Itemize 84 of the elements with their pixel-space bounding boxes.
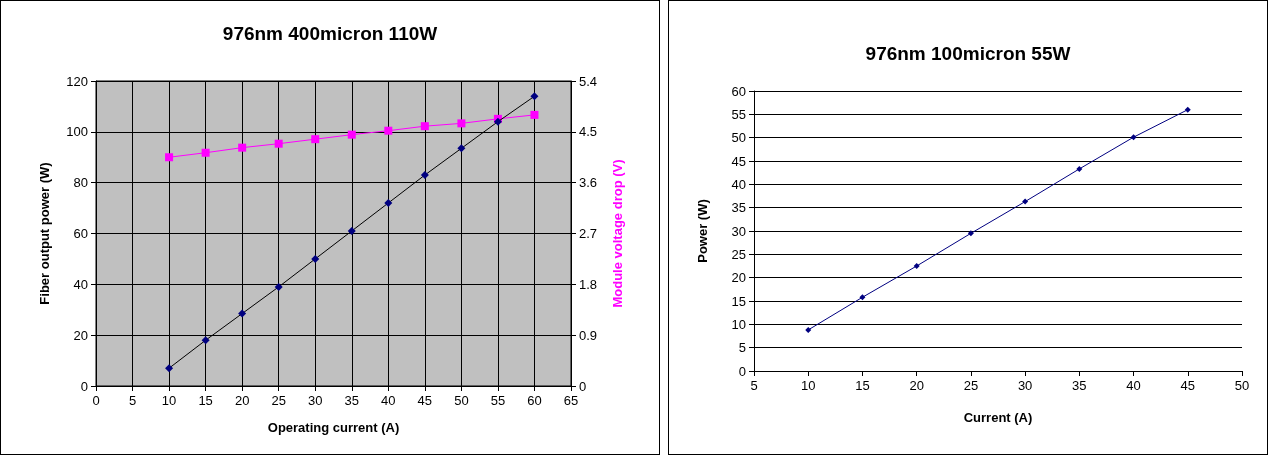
point bbox=[859, 294, 866, 301]
y2-axis-title: Module voltage drop (V) bbox=[610, 159, 625, 308]
y-tick-label: 60 bbox=[73, 226, 88, 241]
y-tick-label: 55 bbox=[731, 106, 746, 122]
x-tick-label: 10 bbox=[800, 378, 816, 393]
y2-tick-label: 1.8 bbox=[579, 276, 598, 292]
y-axis-title: Fiber output power (W) bbox=[37, 162, 52, 305]
x-tick-label: 5 bbox=[128, 393, 137, 408]
x-tick-label: 15 bbox=[198, 393, 213, 408]
point bbox=[311, 254, 320, 263]
x-tick-label: 55 bbox=[490, 393, 506, 408]
y-tick-label: 20 bbox=[73, 327, 88, 343]
point bbox=[457, 144, 466, 153]
x-tick-label: 20 bbox=[909, 378, 924, 393]
x-tick-label: 15 bbox=[855, 378, 870, 393]
point bbox=[347, 130, 356, 139]
point bbox=[165, 153, 174, 162]
point bbox=[274, 282, 283, 291]
x-tick-label: 5 bbox=[750, 378, 758, 393]
y-tick-label: 40 bbox=[73, 276, 88, 292]
x-tick-label: 10 bbox=[161, 393, 177, 408]
y2-tick-label: 5.4 bbox=[579, 73, 598, 89]
point bbox=[274, 139, 283, 148]
point bbox=[238, 309, 247, 318]
y-tick-label: 5 bbox=[738, 340, 746, 356]
y-tick-label: 80 bbox=[73, 175, 88, 191]
y-tick-label: 35 bbox=[731, 200, 746, 216]
y-tick-label: 45 bbox=[731, 153, 746, 169]
x-tick-label: 0 bbox=[92, 393, 100, 408]
y2-tick-label: 2.7 bbox=[579, 226, 598, 241]
y-axis-title: Power (W) bbox=[695, 199, 710, 263]
point bbox=[967, 230, 974, 237]
point bbox=[420, 122, 429, 131]
x-tick-label: 40 bbox=[1126, 378, 1141, 393]
x-tick-label: 35 bbox=[344, 393, 359, 408]
point bbox=[1184, 106, 1191, 113]
y-tick-label: 50 bbox=[731, 130, 746, 146]
point bbox=[530, 92, 539, 101]
point bbox=[201, 336, 210, 345]
point bbox=[165, 364, 174, 373]
y-tick-label: 60 bbox=[731, 83, 746, 99]
x-axis-title: Operating current (A) bbox=[267, 420, 400, 435]
x-tick-label: 65 bbox=[563, 393, 579, 408]
x-tick-label: 35 bbox=[1072, 378, 1087, 393]
y2-tick-label: 4.5 bbox=[579, 124, 598, 140]
point bbox=[1076, 165, 1083, 172]
y-tick-label: 40 bbox=[731, 176, 746, 192]
x-tick-label: 25 bbox=[963, 378, 979, 393]
y-tick-label: 0 bbox=[738, 363, 746, 379]
x-tick-label: 50 bbox=[1234, 378, 1250, 393]
point bbox=[384, 199, 393, 207]
y-tick-label: 25 bbox=[731, 246, 746, 262]
chart-title: 976nm 400micron 110W bbox=[222, 23, 438, 44]
point bbox=[805, 326, 812, 333]
point bbox=[311, 135, 320, 144]
x-tick-label: 20 bbox=[234, 393, 250, 408]
x-tick-label: 60 bbox=[527, 393, 542, 408]
x-tick-label: 50 bbox=[454, 393, 469, 408]
point bbox=[238, 143, 247, 152]
x-tick-label: 30 bbox=[1017, 378, 1033, 393]
x-tick-label: 25 bbox=[271, 393, 286, 408]
point bbox=[420, 171, 429, 180]
point bbox=[201, 148, 210, 157]
x-tick-label: 45 bbox=[417, 393, 433, 408]
point bbox=[347, 226, 356, 235]
y-tick-label: 120 bbox=[66, 73, 88, 89]
x-tick-label: 30 bbox=[308, 393, 323, 408]
point bbox=[1130, 134, 1137, 141]
y-tick-label: 15 bbox=[731, 293, 746, 309]
y2-tick-label: 3.6 bbox=[579, 175, 598, 191]
x-tick-label: 45 bbox=[1180, 378, 1196, 393]
y-tick-label: 30 bbox=[731, 223, 746, 239]
y-tick-label: 100 bbox=[66, 124, 88, 140]
point bbox=[457, 119, 466, 128]
y-tick-label: 10 bbox=[731, 316, 746, 332]
x-tick-label: 40 bbox=[381, 393, 396, 408]
point bbox=[384, 126, 393, 135]
y-tick-label: 20 bbox=[731, 270, 746, 286]
point bbox=[530, 110, 539, 119]
point bbox=[1022, 198, 1029, 205]
x-axis-title: Current (A) bbox=[963, 410, 1033, 425]
y2-tick-label: 0.9 bbox=[579, 327, 598, 343]
chart-title: 976nm 100micron 55W bbox=[865, 43, 1071, 64]
point bbox=[913, 263, 920, 269]
